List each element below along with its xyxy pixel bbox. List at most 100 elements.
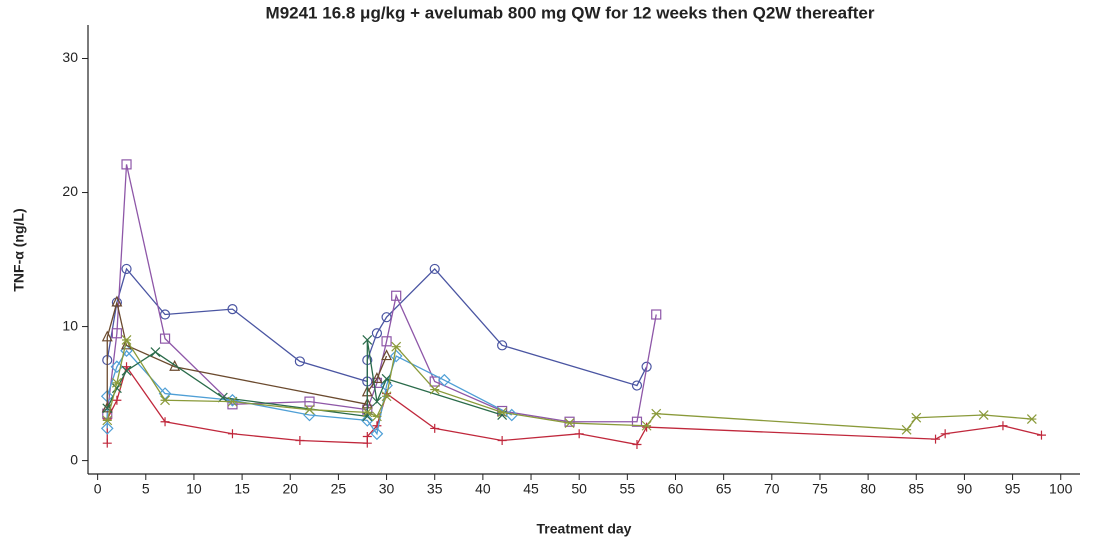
marker [391, 341, 402, 352]
marker [1026, 414, 1037, 424]
marker [381, 349, 393, 361]
x-tick-label: 85 [908, 481, 924, 497]
marker [901, 424, 912, 435]
marker [429, 263, 440, 275]
x-tick-label: 35 [427, 481, 443, 497]
x-tick-label: 25 [331, 481, 347, 497]
marker [102, 403, 113, 414]
marker [998, 421, 1008, 431]
marker [102, 438, 112, 448]
marker [294, 356, 305, 367]
x-tick-label: 70 [764, 481, 780, 497]
x-tick-label: 15 [234, 481, 250, 497]
marker [430, 423, 440, 433]
marker [429, 384, 440, 395]
marker [389, 349, 403, 363]
marker [227, 304, 238, 315]
marker [631, 380, 643, 391]
chart-title: M9241 16.8 μg/kg + avelumab 800 mg QW fo… [266, 3, 875, 22]
x-tick-label: 95 [1005, 481, 1021, 497]
marker [642, 422, 652, 432]
marker [360, 414, 374, 427]
marker [497, 435, 507, 445]
x-tick-label: 65 [716, 481, 732, 497]
x-tick-label: 60 [668, 481, 684, 497]
y-tick-label: 20 [62, 183, 78, 199]
marker [295, 435, 305, 445]
marker [160, 417, 170, 427]
marker [978, 410, 989, 420]
marker [632, 440, 642, 450]
marker [102, 415, 113, 426]
marker [160, 395, 170, 406]
x-tick-label: 75 [812, 481, 828, 497]
marker [911, 412, 922, 423]
series-line [106, 365, 1042, 446]
marker [381, 336, 392, 347]
marker [438, 373, 451, 387]
x-tick-label: 30 [379, 481, 395, 497]
marker [429, 376, 440, 387]
marker [112, 395, 122, 405]
series-line [106, 338, 1032, 431]
marker [100, 422, 114, 435]
marker [641, 420, 652, 431]
marker [371, 328, 383, 339]
series-line [106, 267, 648, 387]
marker [159, 309, 171, 320]
marker [391, 290, 402, 301]
marker [111, 328, 122, 339]
x-axis-label: Treatment day [537, 521, 632, 537]
y-tick-label: 10 [62, 317, 78, 333]
marker [304, 396, 315, 407]
marker [304, 404, 315, 415]
x-tick-label: 45 [523, 481, 539, 497]
marker [631, 416, 643, 427]
marker [227, 396, 238, 407]
x-tick-label: 100 [1049, 481, 1073, 497]
marker [111, 377, 122, 388]
marker [121, 365, 132, 376]
marker [111, 295, 123, 307]
marker [159, 333, 171, 344]
marker [169, 359, 181, 371]
marker [362, 407, 373, 418]
x-tick-label: 80 [860, 481, 876, 497]
y-tick-label: 30 [62, 49, 78, 65]
x-tick-label: 50 [571, 481, 587, 497]
marker [940, 429, 950, 439]
marker [371, 371, 383, 383]
x-tick-label: 55 [620, 481, 636, 497]
x-tick-label: 40 [475, 481, 491, 497]
marker [227, 429, 237, 439]
series-line [106, 349, 513, 436]
marker [651, 408, 662, 419]
marker [121, 263, 132, 275]
series-line [106, 339, 503, 418]
marker [380, 379, 393, 392]
marker [651, 309, 662, 320]
marker [931, 434, 941, 444]
marker [497, 407, 508, 418]
marker [574, 429, 584, 439]
marker [122, 362, 132, 372]
x-tick-label: 10 [186, 481, 202, 497]
marker [101, 330, 113, 342]
marker [370, 427, 384, 441]
marker [564, 418, 575, 428]
x-tick-label: 5 [142, 481, 150, 497]
marker [217, 392, 228, 403]
marker [362, 431, 372, 441]
marker [372, 396, 382, 407]
x-tick-label: 20 [282, 481, 298, 497]
marker [121, 335, 132, 345]
y-axis-label: TNF-α (ng/L) [11, 208, 27, 291]
marker [372, 411, 382, 422]
marker [362, 335, 373, 345]
marker [381, 391, 392, 402]
marker [497, 340, 508, 351]
marker [101, 401, 113, 413]
marker [150, 347, 161, 357]
marker [1036, 430, 1046, 440]
